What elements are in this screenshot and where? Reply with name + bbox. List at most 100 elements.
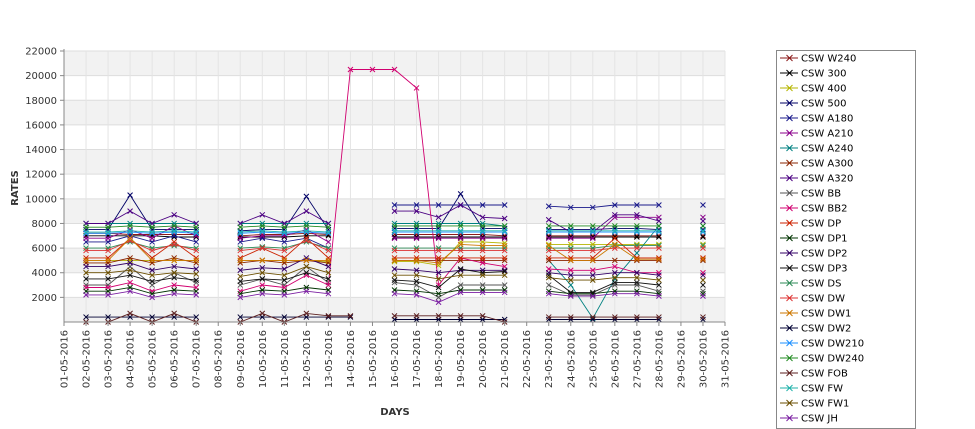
data-point bbox=[149, 224, 155, 231]
data-point bbox=[435, 290, 442, 297]
legend-item: CSW 400 bbox=[780, 84, 846, 95]
data-point bbox=[83, 257, 89, 264]
data-point bbox=[171, 229, 178, 235]
data-point bbox=[656, 257, 662, 264]
data-point bbox=[479, 257, 486, 264]
data-point bbox=[259, 269, 266, 276]
data-point bbox=[325, 257, 332, 264]
data-point bbox=[501, 267, 508, 274]
x-tick-label: 27-05-2016 bbox=[632, 330, 643, 388]
data-point bbox=[435, 255, 442, 261]
legend-item: CSW DP bbox=[780, 219, 841, 230]
data-point bbox=[656, 245, 662, 251]
data-point bbox=[391, 272, 398, 279]
data-point bbox=[413, 208, 420, 214]
y-tick-label: 14000 bbox=[25, 145, 57, 156]
data-point bbox=[391, 202, 398, 208]
data-point bbox=[634, 288, 640, 295]
data-point bbox=[193, 239, 200, 245]
data-point bbox=[303, 220, 310, 227]
series-csw-dp3 bbox=[83, 266, 706, 296]
data-point bbox=[259, 227, 266, 234]
data-point bbox=[656, 256, 662, 263]
data-point bbox=[700, 314, 706, 320]
data-point bbox=[259, 229, 266, 235]
data-point bbox=[479, 282, 486, 288]
data-point bbox=[589, 204, 596, 211]
data-point bbox=[281, 314, 288, 320]
data-point bbox=[567, 316, 574, 323]
data-point bbox=[435, 299, 442, 306]
legend-item: CSW BB2 bbox=[780, 204, 847, 215]
legend-marker bbox=[786, 84, 793, 92]
y-tick-label: 16000 bbox=[25, 120, 57, 131]
data-point bbox=[611, 269, 618, 276]
data-point bbox=[303, 288, 310, 295]
data-point bbox=[413, 255, 420, 261]
data-point bbox=[611, 288, 618, 295]
data-point bbox=[435, 312, 442, 319]
data-point bbox=[105, 229, 111, 235]
data-point bbox=[303, 227, 310, 234]
data-point bbox=[435, 245, 442, 251]
data-point bbox=[634, 282, 640, 288]
legend-label: CSW BB2 bbox=[801, 204, 847, 215]
y-tick-label: 18000 bbox=[25, 96, 57, 107]
data-point bbox=[281, 224, 288, 231]
x-tick-label: 29-05-2016 bbox=[676, 330, 687, 388]
legend-label: CSW DP2 bbox=[801, 249, 848, 260]
data-point bbox=[700, 257, 706, 264]
data-point bbox=[149, 260, 155, 266]
data-point bbox=[391, 277, 398, 283]
data-point bbox=[127, 272, 133, 279]
data-point bbox=[237, 257, 244, 264]
data-point bbox=[127, 229, 133, 235]
data-point bbox=[237, 229, 244, 235]
data-point bbox=[435, 235, 442, 242]
data-point bbox=[611, 235, 618, 242]
data-point bbox=[700, 277, 706, 283]
data-point bbox=[237, 230, 244, 237]
data-point bbox=[501, 223, 508, 229]
legend-marker bbox=[786, 204, 793, 212]
legend: CSW W240 CSW 300 CSW 400 CSW 500 CSW A180 CSW… bbox=[776, 50, 916, 429]
data-point bbox=[281, 257, 288, 264]
data-point bbox=[589, 314, 596, 320]
data-point bbox=[656, 255, 662, 261]
data-point bbox=[501, 235, 508, 242]
legend-item: CSW BB bbox=[780, 189, 841, 200]
legend-item: CSW DW1 bbox=[780, 309, 851, 320]
data-point bbox=[391, 247, 398, 254]
x-tick-label: 08-05-2016 bbox=[214, 330, 225, 388]
data-point bbox=[193, 257, 200, 264]
data-point bbox=[545, 229, 552, 235]
data-point bbox=[149, 314, 155, 320]
data-point bbox=[281, 229, 288, 235]
data-point bbox=[149, 267, 155, 274]
legend-item: CSW DP1 bbox=[780, 234, 848, 245]
data-point bbox=[435, 202, 442, 208]
data-point bbox=[567, 235, 574, 242]
data-point bbox=[501, 255, 508, 261]
data-point bbox=[700, 288, 706, 295]
legend-label: CSW DW240 bbox=[801, 354, 864, 365]
x-tick-label: 30-05-2016 bbox=[699, 330, 710, 388]
data-point bbox=[413, 292, 420, 298]
data-point bbox=[347, 314, 354, 320]
data-point bbox=[413, 229, 420, 235]
data-point bbox=[457, 229, 464, 235]
data-point bbox=[545, 203, 552, 210]
legend-item: CSW 500 bbox=[780, 99, 846, 110]
data-point bbox=[479, 255, 486, 261]
data-point bbox=[656, 314, 662, 320]
data-point bbox=[656, 316, 662, 323]
data-point bbox=[501, 287, 508, 293]
data-point bbox=[457, 235, 464, 242]
data-point bbox=[611, 316, 618, 323]
data-point bbox=[259, 220, 266, 227]
data-point bbox=[303, 229, 310, 235]
legend-item: CSW DW2 bbox=[780, 324, 851, 335]
data-point bbox=[391, 279, 398, 286]
data-point bbox=[83, 314, 89, 320]
data-point bbox=[611, 263, 618, 270]
